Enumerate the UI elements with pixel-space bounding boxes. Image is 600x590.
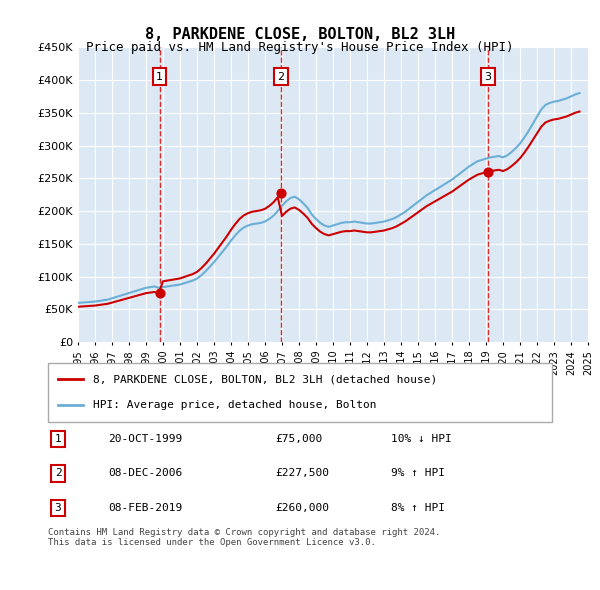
Text: HPI: Average price, detached house, Bolton: HPI: Average price, detached house, Bolt… bbox=[94, 401, 377, 410]
Text: 9% ↑ HPI: 9% ↑ HPI bbox=[391, 468, 445, 478]
Text: 2: 2 bbox=[277, 72, 284, 81]
Point bbox=[155, 289, 164, 298]
Text: Price paid vs. HM Land Registry's House Price Index (HPI): Price paid vs. HM Land Registry's House … bbox=[86, 41, 514, 54]
Point bbox=[276, 188, 286, 198]
Text: 3: 3 bbox=[55, 503, 61, 513]
Text: 8, PARKDENE CLOSE, BOLTON, BL2 3LH: 8, PARKDENE CLOSE, BOLTON, BL2 3LH bbox=[145, 27, 455, 41]
Text: 3: 3 bbox=[484, 72, 491, 81]
Text: 08-FEB-2019: 08-FEB-2019 bbox=[109, 503, 183, 513]
Text: Contains HM Land Registry data © Crown copyright and database right 2024.
This d: Contains HM Land Registry data © Crown c… bbox=[48, 528, 440, 548]
Text: £260,000: £260,000 bbox=[275, 503, 329, 513]
Text: £227,500: £227,500 bbox=[275, 468, 329, 478]
FancyBboxPatch shape bbox=[48, 363, 552, 422]
Text: 8, PARKDENE CLOSE, BOLTON, BL2 3LH (detached house): 8, PARKDENE CLOSE, BOLTON, BL2 3LH (deta… bbox=[94, 375, 437, 384]
Text: 1: 1 bbox=[55, 434, 61, 444]
Text: 08-DEC-2006: 08-DEC-2006 bbox=[109, 468, 183, 478]
Text: £75,000: £75,000 bbox=[275, 434, 322, 444]
Text: 1: 1 bbox=[156, 72, 163, 81]
Point bbox=[483, 167, 493, 176]
Text: 2: 2 bbox=[55, 468, 61, 478]
Text: 20-OCT-1999: 20-OCT-1999 bbox=[109, 434, 183, 444]
Text: 8% ↑ HPI: 8% ↑ HPI bbox=[391, 503, 445, 513]
Text: 10% ↓ HPI: 10% ↓ HPI bbox=[391, 434, 451, 444]
